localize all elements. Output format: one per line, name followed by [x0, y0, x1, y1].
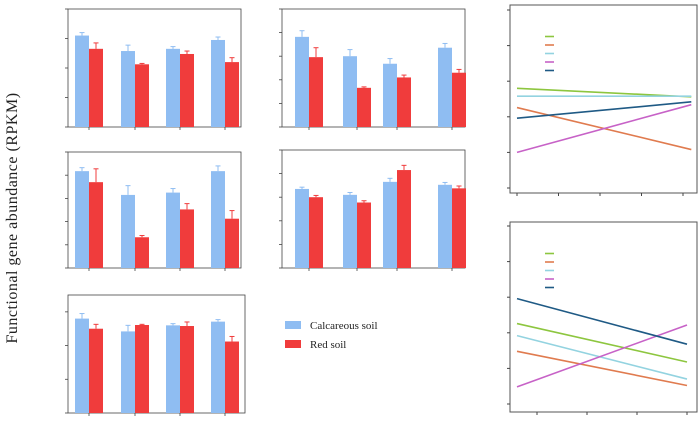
bar-red [180, 326, 194, 413]
bar-red [89, 328, 103, 413]
line-panel-g [507, 221, 698, 415]
bar-calcareous [211, 171, 225, 268]
plot-frame [281, 8, 466, 128]
bar-panel-b [279, 8, 466, 130]
bar-calcareous [75, 35, 89, 127]
bar-red [89, 182, 103, 268]
legend-label-calcareous: Calcareous soil [310, 320, 378, 332]
regression-line-starvation [516, 324, 688, 388]
bar-red [135, 325, 149, 413]
bar-red [452, 72, 466, 127]
plot-frame [509, 221, 698, 413]
legend-label-red: Red soil [310, 339, 346, 351]
bar-calcareous [343, 194, 357, 268]
bar-legend: Calcareous soil Red soil [285, 320, 378, 351]
bar-calcareous [75, 318, 89, 413]
plot-frame [509, 4, 698, 194]
bar-calcareous [383, 63, 397, 127]
bar-red [397, 170, 411, 268]
bar-red [135, 237, 149, 268]
bar-red [357, 87, 371, 127]
bar-calcareous [211, 321, 225, 413]
regression-line-transporters [516, 297, 688, 345]
bar-calcareous [211, 39, 225, 127]
bar-calcareous [121, 51, 135, 127]
bar-red [309, 57, 323, 128]
bar-red [180, 53, 194, 127]
bar-calcareous [438, 184, 452, 268]
bar-calcareous [295, 36, 309, 127]
bar-calcareous [438, 47, 452, 128]
bar-red [357, 202, 371, 268]
bar-red [225, 62, 239, 127]
bar-red [397, 77, 411, 127]
bar-panel-c [65, 151, 242, 271]
regression-line-total [516, 322, 688, 363]
legend-swatch-calcareous [285, 321, 301, 329]
bar-red [89, 48, 103, 128]
regression-line-starvation [516, 103, 692, 154]
bar-red [225, 341, 239, 413]
plot-frame [67, 294, 246, 414]
regression-line-transporters [516, 101, 692, 120]
bar-panel-e [65, 294, 246, 416]
regression-line-mineralization [516, 334, 688, 380]
bar-red [452, 188, 466, 268]
bar-calcareous [121, 194, 135, 268]
plot-frame [67, 151, 242, 269]
bar-calcareous [166, 192, 180, 268]
bar-red [225, 218, 239, 268]
bar-red [135, 64, 149, 127]
bar-red [309, 197, 323, 268]
bar-calcareous [166, 48, 180, 128]
bar-calcareous [75, 171, 89, 268]
bar-calcareous [295, 188, 309, 268]
bar-calcareous [343, 56, 357, 128]
legend-swatch-red [285, 340, 301, 348]
bar-red [180, 209, 194, 268]
bar-calcareous [166, 325, 180, 413]
bar-calcareous [383, 181, 397, 268]
figure-ylabel: Functional gene abundance (RPKM) [4, 92, 21, 343]
bar-panel-d [279, 149, 466, 271]
bar-calcareous [121, 331, 135, 413]
regression-line-solubilization [516, 350, 688, 387]
bar-panel-a [65, 8, 242, 130]
line-panel-f [507, 4, 698, 196]
